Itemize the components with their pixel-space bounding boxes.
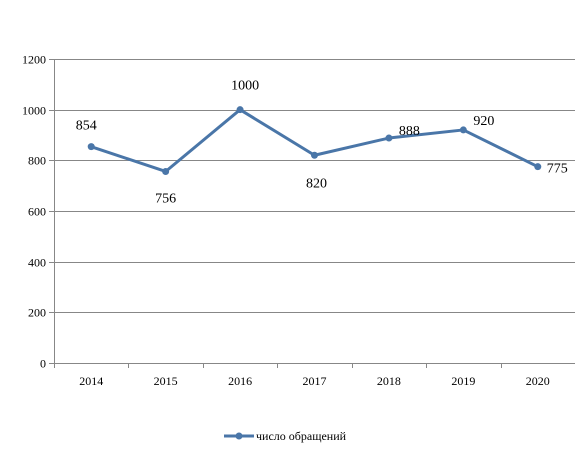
data-label-2015: 756 — [155, 191, 176, 206]
axes — [49, 59, 502, 368]
data-label-2014: 854 — [76, 119, 97, 134]
data-label-2020: 775 — [547, 162, 568, 177]
y-tick-label: 200 — [28, 306, 46, 320]
series-line — [87, 106, 542, 175]
x-tick-label-2019: 2019 — [451, 374, 475, 388]
data-label-2016: 1000 — [231, 79, 259, 94]
data-label-2017: 820 — [306, 176, 327, 191]
data-point-2017 — [311, 151, 318, 159]
data-label-2018: 888 — [399, 124, 420, 139]
legend-label: число обращений — [256, 429, 347, 443]
x-tick-label-2015: 2015 — [154, 374, 178, 388]
legend-marker — [235, 432, 243, 440]
x-tick-label-2018: 2018 — [377, 374, 401, 388]
y-tick-label: 800 — [28, 154, 46, 168]
x-tick-label-2016: 2016 — [228, 374, 252, 388]
data-point-2016 — [236, 106, 244, 114]
x-tick-label-2020: 2020 — [526, 374, 550, 388]
data-label-2019: 920 — [473, 114, 494, 129]
data-point-2015 — [162, 167, 170, 175]
data-point-2014 — [87, 143, 95, 151]
y-tick-labels: 0 200 400 600 800 1000 1200 — [22, 53, 46, 371]
legend: число обращений — [224, 429, 347, 443]
x-tick-label-2014: 2014 — [79, 374, 103, 388]
y-tick-label: 1000 — [22, 104, 46, 118]
x-tick-labels: 2014 2015 2016 2017 2018 2019 2020 — [79, 374, 550, 388]
y-tick-label: 1200 — [22, 53, 46, 67]
y-tick-label: 0 — [40, 357, 46, 371]
x-tick-label-2017: 2017 — [303, 374, 327, 388]
data-labels: 854 756 1000 820 888 920 775 — [76, 79, 568, 207]
data-point-2019 — [459, 126, 467, 134]
gridlines — [54, 59, 575, 364]
data-point-2018 — [385, 134, 393, 142]
series-line-path — [89, 108, 540, 173]
y-tick-label: 400 — [28, 256, 46, 270]
y-tick-label: 600 — [28, 205, 46, 219]
data-point-2020 — [534, 163, 542, 171]
